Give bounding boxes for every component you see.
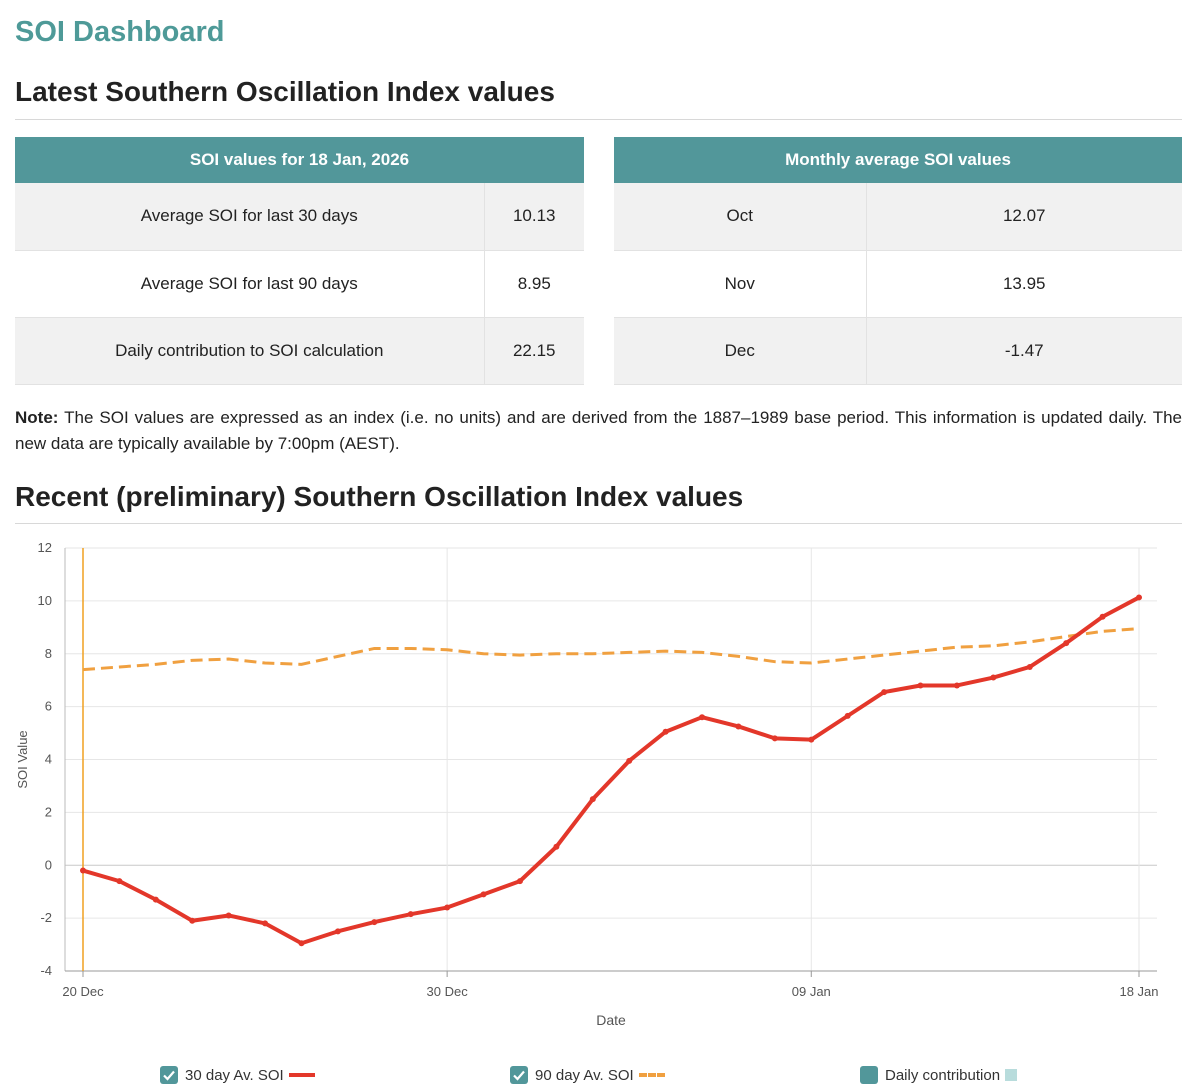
table-row: Oct 12.07 bbox=[614, 183, 1182, 251]
x-axis-title: Date bbox=[596, 1012, 626, 1028]
checkbox-90-day[interactable] bbox=[510, 1066, 528, 1084]
data-point-30-day bbox=[298, 940, 305, 947]
y-tick-label: 4 bbox=[45, 752, 52, 767]
row-value: 22.15 bbox=[483, 317, 584, 385]
data-point-30-day bbox=[553, 843, 560, 850]
series-line-90-day bbox=[82, 627, 1140, 672]
legend-swatch-90-day bbox=[638, 1073, 665, 1077]
data-point-30-day bbox=[152, 896, 159, 903]
data-point-30-day bbox=[444, 904, 451, 911]
note-paragraph: Note: The SOI values are expressed as an… bbox=[15, 405, 1182, 457]
row-value: 12.07 bbox=[865, 183, 1182, 251]
data-point-30-day bbox=[407, 911, 414, 918]
legend-item-90-day[interactable]: 90 day Av. SOI bbox=[510, 1064, 665, 1086]
y-tick-label: 6 bbox=[45, 699, 52, 714]
y-tick-label: 2 bbox=[45, 804, 52, 819]
data-point-30-day bbox=[990, 674, 997, 681]
data-point-30-day bbox=[662, 728, 669, 735]
legend-item-30-day[interactable]: 30 day Av. SOI bbox=[160, 1064, 315, 1086]
data-point-30-day bbox=[953, 682, 960, 689]
row-value: -1.47 bbox=[865, 317, 1182, 385]
legend-label-30-day: 30 day Av. SOI bbox=[185, 1066, 284, 1084]
row-label: Average SOI for last 90 days bbox=[15, 250, 484, 318]
data-point-30-day bbox=[771, 735, 778, 742]
y-axis-title: SOI Value bbox=[15, 730, 30, 788]
data-point-30-day bbox=[189, 917, 196, 924]
monthly-soi-table: Monthly average SOI values Oct 12.07 Nov… bbox=[614, 137, 1182, 385]
dashboard-title: SOI Dashboard bbox=[15, 16, 225, 48]
data-point-30-day bbox=[116, 878, 123, 885]
row-value: 10.13 bbox=[483, 183, 584, 251]
series-line-30-day bbox=[82, 595, 1140, 946]
x-tick-label: 09 Jan bbox=[792, 984, 831, 999]
data-point-30-day bbox=[334, 928, 341, 935]
y-tick-label: 10 bbox=[38, 593, 52, 608]
row-label: Average SOI for last 30 days bbox=[15, 183, 484, 251]
data-point-30-day bbox=[516, 878, 523, 885]
check-icon bbox=[163, 1070, 175, 1081]
y-tick-label: 8 bbox=[45, 646, 52, 661]
data-point-30-day bbox=[735, 723, 742, 730]
data-point-30-day bbox=[225, 912, 232, 919]
y-tick-label: 12 bbox=[38, 540, 52, 555]
data-point-30-day bbox=[1099, 613, 1106, 620]
data-point-30-day bbox=[699, 714, 706, 721]
note-text: The SOI values are expressed as an index… bbox=[15, 408, 1183, 453]
row-month: Oct bbox=[614, 183, 866, 251]
note-label: Note: bbox=[15, 408, 59, 427]
data-point-30-day bbox=[371, 919, 378, 926]
legend-swatch-daily bbox=[1005, 1069, 1018, 1081]
data-point-30-day bbox=[808, 736, 815, 743]
legend-label-daily: Daily contribution bbox=[885, 1066, 1001, 1084]
recent-values-heading: Recent (preliminary) Southern Oscillatio… bbox=[15, 477, 1182, 524]
data-point-30-day bbox=[1026, 663, 1033, 670]
data-point-30-day bbox=[1136, 594, 1142, 601]
data-point-30-day bbox=[589, 796, 596, 803]
row-label: Daily contribution to SOI calculation bbox=[15, 317, 484, 385]
x-tick-label: 30 Dec bbox=[427, 984, 469, 999]
table-row: Nov 13.95 bbox=[614, 250, 1182, 318]
x-tick-label: 20 Dec bbox=[62, 984, 104, 999]
checkbox-daily[interactable] bbox=[860, 1066, 878, 1084]
data-point-30-day bbox=[80, 867, 86, 874]
x-tick-label: 18 Jan bbox=[1119, 984, 1158, 999]
data-point-30-day bbox=[1063, 640, 1070, 647]
current-soi-table-header: SOI values for 18 Jan, 2026 bbox=[15, 137, 584, 183]
y-tick-label: -4 bbox=[40, 963, 52, 978]
data-point-30-day bbox=[480, 891, 487, 898]
row-value: 8.95 bbox=[483, 250, 584, 318]
row-month: Nov bbox=[614, 250, 866, 318]
monthly-soi-table-header: Monthly average SOI values bbox=[614, 137, 1182, 183]
row-month: Dec bbox=[614, 317, 866, 385]
table-row: Dec -1.47 bbox=[614, 317, 1182, 385]
table-row: Daily contribution to SOI calculation 22… bbox=[15, 317, 584, 385]
data-point-30-day bbox=[844, 712, 851, 719]
data-point-30-day bbox=[262, 920, 269, 927]
checkbox-30-day[interactable] bbox=[160, 1066, 178, 1084]
table-row: Average SOI for last 90 days 8.95 bbox=[15, 250, 584, 318]
data-point-30-day bbox=[881, 689, 888, 696]
check-icon bbox=[513, 1070, 525, 1081]
data-point-30-day bbox=[626, 757, 633, 764]
table-row: Average SOI for last 30 days 10.13 bbox=[15, 183, 584, 251]
soi-line-chart: -4 -2 0 2 4 6 8 10 12 20 Dec 30 Dec 09 Jan 18 Jan Dat… bbox=[15, 540, 1159, 1028]
y-tick-label: -2 bbox=[40, 910, 52, 925]
legend-item-daily[interactable]: Daily contribution bbox=[860, 1064, 1018, 1086]
latest-values-heading: Latest Southern Oscillation Index values bbox=[15, 72, 1182, 120]
row-value: 13.95 bbox=[865, 250, 1182, 318]
legend-label-90-day: 90 day Av. SOI bbox=[535, 1066, 634, 1084]
legend-swatch-30-day bbox=[288, 1073, 315, 1077]
current-soi-table: SOI values for 18 Jan, 2026 Average SOI … bbox=[15, 137, 584, 385]
y-tick-label: 0 bbox=[45, 857, 52, 872]
data-point-30-day bbox=[917, 682, 924, 689]
